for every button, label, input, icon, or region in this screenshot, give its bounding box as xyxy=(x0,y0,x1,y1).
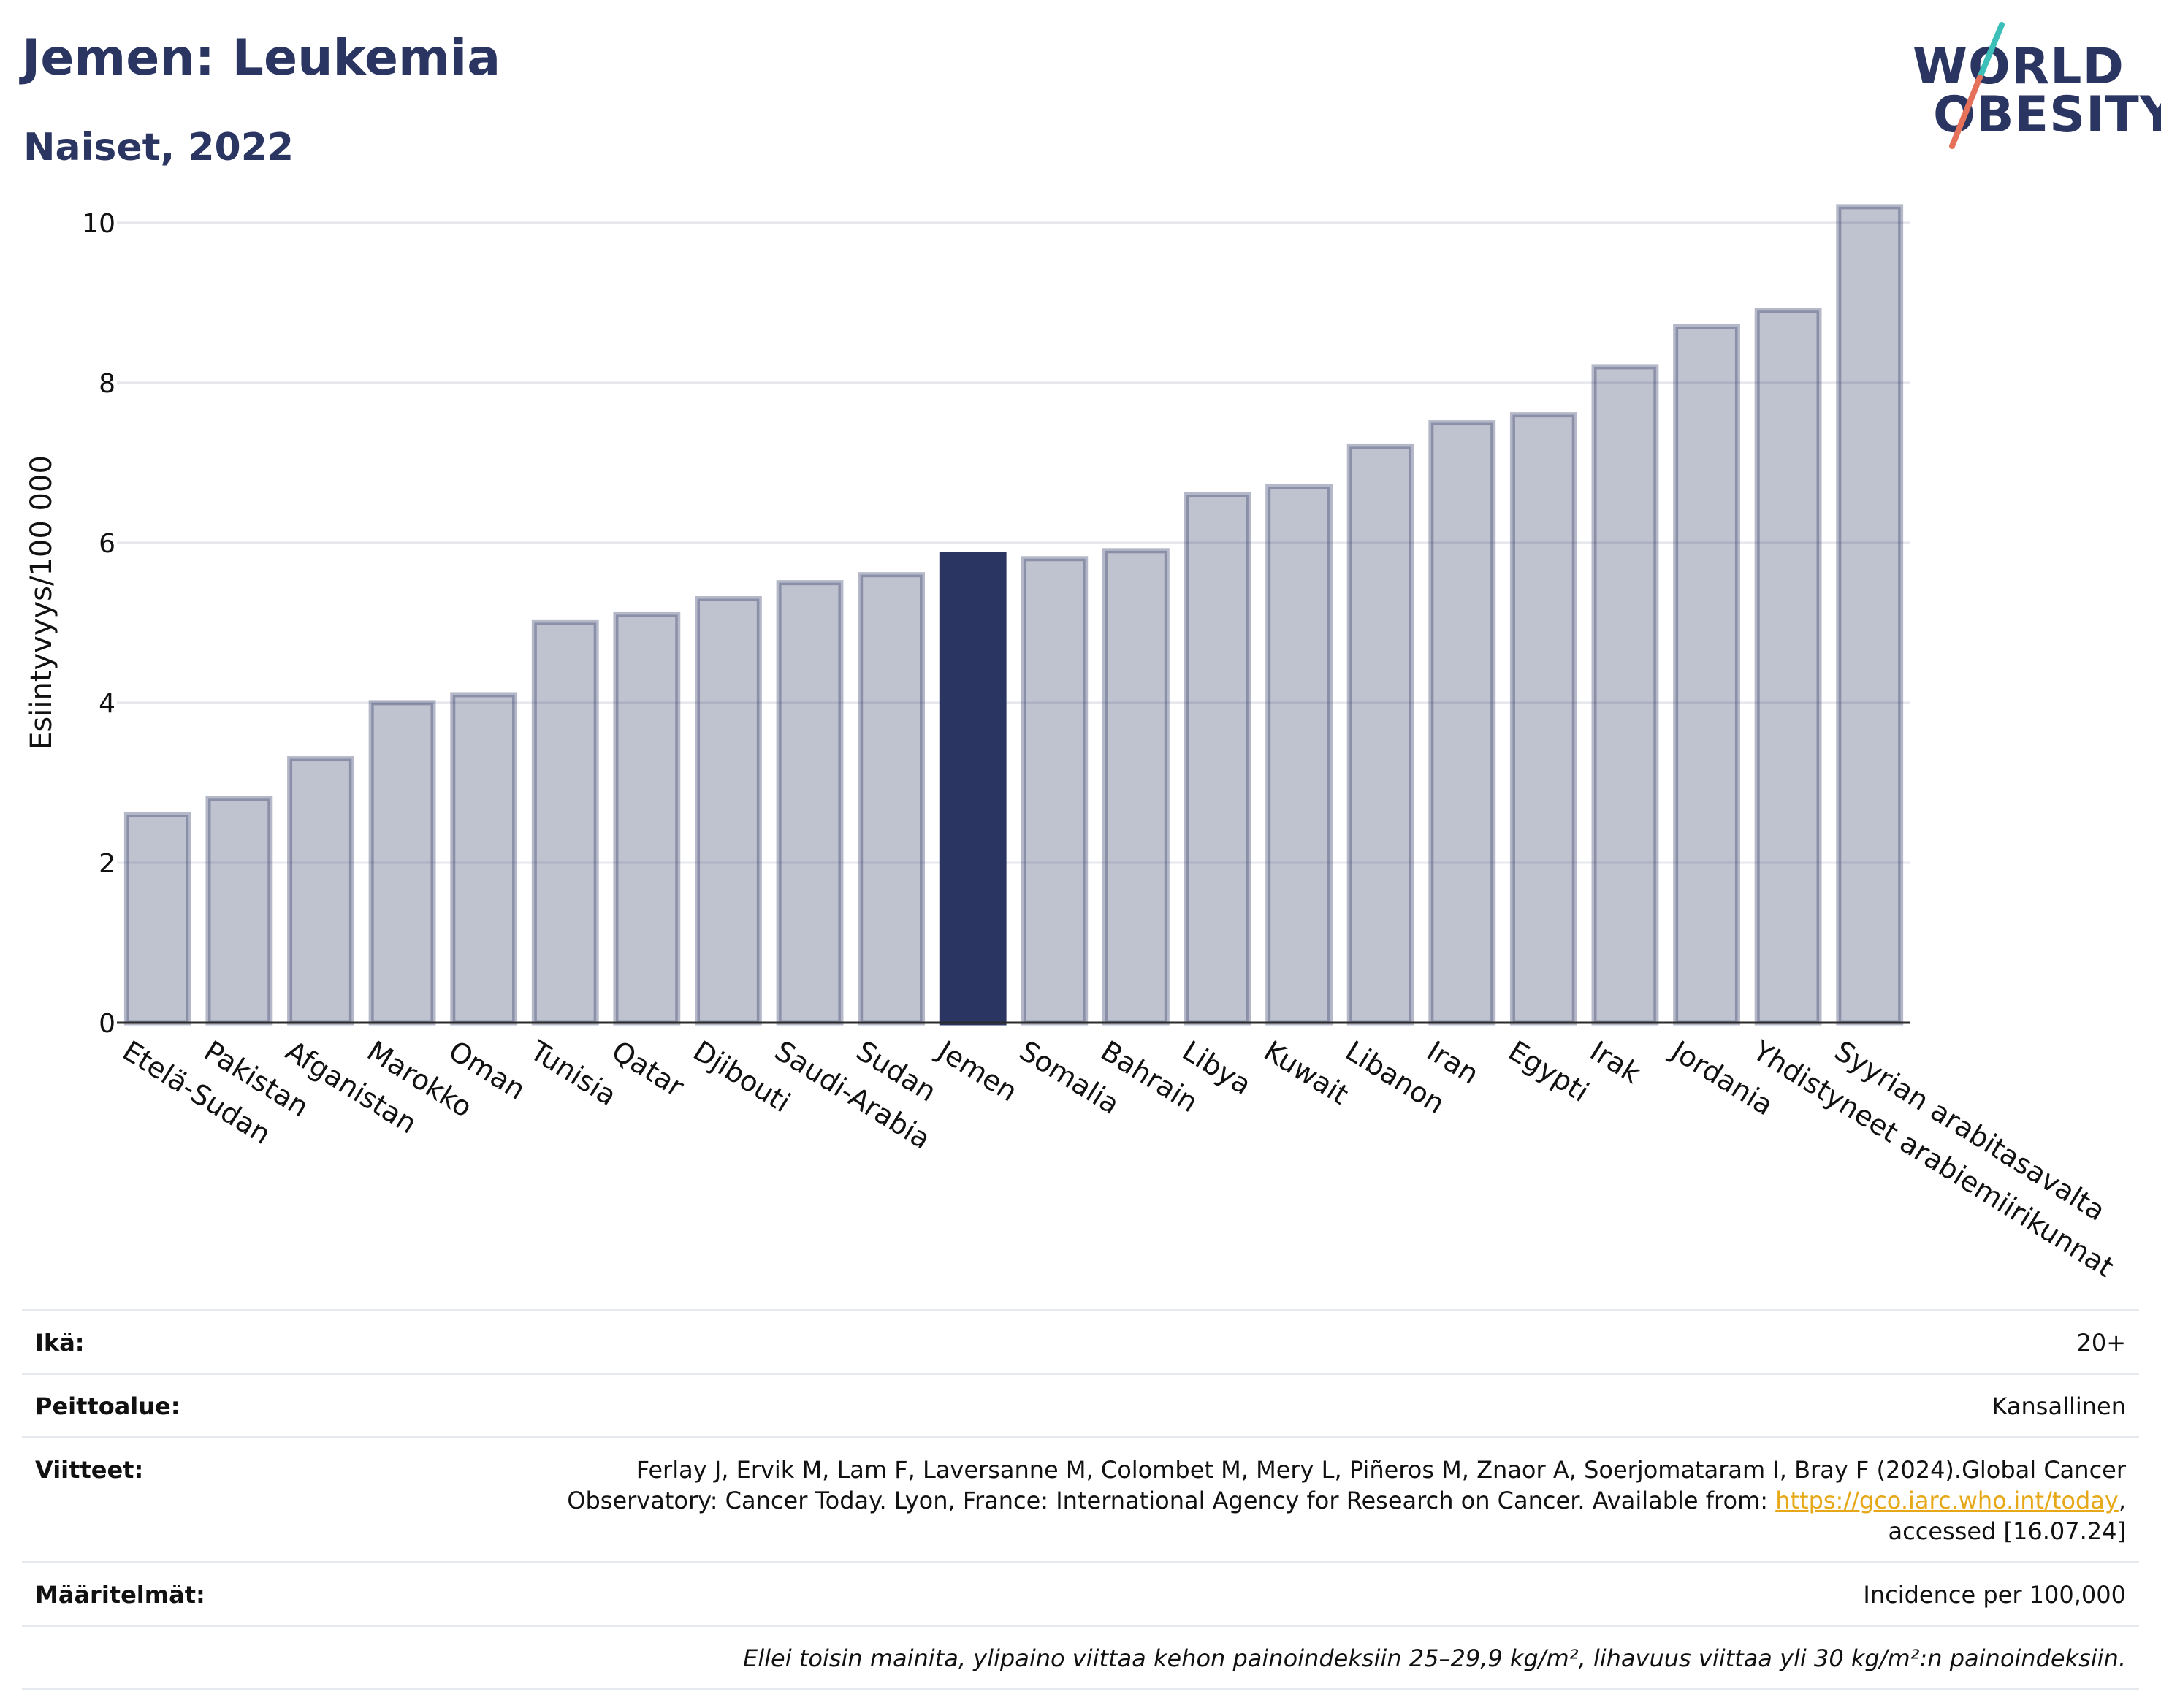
meta-note: Ellei toisin mainita, ylipaino viittaa k… xyxy=(743,1644,2126,1672)
bar xyxy=(1428,420,1496,1026)
x-tick-label: Kuwait xyxy=(1258,1034,1354,1111)
bar xyxy=(1265,484,1333,1026)
bar xyxy=(1184,492,1251,1026)
x-tick-label: Qatar xyxy=(606,1034,690,1103)
bar xyxy=(1591,364,1659,1026)
bar xyxy=(858,572,926,1026)
meta-row-coverage: Peittoalue: Kansallinen xyxy=(22,1375,2139,1438)
bar xyxy=(1509,412,1577,1026)
bar xyxy=(450,692,518,1026)
meta-row-age: Ikä: 20+ xyxy=(22,1311,2139,1375)
bar xyxy=(287,756,354,1026)
bar xyxy=(1346,443,1414,1026)
bar xyxy=(613,611,681,1026)
bar xyxy=(123,812,191,1026)
meta-age-value: 20+ xyxy=(2076,1329,2126,1357)
bar xyxy=(1836,204,1904,1026)
meta-row-note: Ellei toisin mainita, ylipaino viittaa k… xyxy=(22,1627,2139,1690)
y-axis-title: Esiintyvyys/100 000 xyxy=(25,455,58,750)
bar xyxy=(531,619,599,1026)
x-tick-label: Yhdistyneet arabiemiirikunnat xyxy=(1747,1034,2119,1284)
world-obesity-logo: WORLD OBESITY xyxy=(1907,22,2161,153)
metadata-table: Ikä: 20+ Peittoalue: Kansallinen Viittee… xyxy=(22,1309,2139,1690)
reference-line-2-start: Observatory: Cancer Today. Lyon, France:… xyxy=(567,1487,1776,1514)
y-tick-label: 4 xyxy=(99,689,115,719)
meta-row-definitions: Määritelmät: Incidence per 100,000 xyxy=(22,1563,2139,1627)
x-tick-label: Jemen xyxy=(931,1034,1023,1107)
meta-coverage-label: Peittoalue: xyxy=(35,1392,180,1420)
meta-age-label: Ikä: xyxy=(35,1329,85,1357)
reference-line-3: accessed [16.07.24] xyxy=(1888,1517,2126,1545)
logo-line-1: WORLD xyxy=(1913,38,2124,96)
y-tick-label: 2 xyxy=(99,849,115,879)
reference-link[interactable]: https://gco.iarc.who.int/today xyxy=(1775,1487,2119,1514)
x-tick-label: Tunisia xyxy=(524,1034,622,1113)
y-tick-label: 6 xyxy=(99,529,115,559)
meta-definitions-value: Incidence per 100,000 xyxy=(1863,1581,2126,1609)
y-tick-label: 8 xyxy=(99,369,115,399)
bar xyxy=(1102,548,1170,1026)
page-title: Jemen: Leukemia xyxy=(22,29,501,87)
bar xyxy=(1021,556,1089,1026)
bar xyxy=(695,596,762,1026)
bar xyxy=(368,700,436,1026)
bar xyxy=(205,796,273,1026)
reference-line-2-end: , xyxy=(2118,1487,2126,1514)
bar xyxy=(776,580,844,1026)
reference-line-1: Ferlay J, Ervik M, Lam F, Laversanne M, … xyxy=(636,1456,2126,1484)
bar xyxy=(1754,308,1822,1026)
y-tick-label: 10 xyxy=(82,209,115,239)
meta-row-references: Viitteet: Ferlay J, Ervik M, Lam F, Lave… xyxy=(22,1438,2139,1563)
meta-definitions-label: Määritelmät: xyxy=(35,1581,205,1609)
meta-references-label: Viitteet: xyxy=(35,1456,144,1484)
bar-highlighted xyxy=(939,552,1007,1026)
bar xyxy=(1673,324,1740,1026)
meta-coverage-value: Kansallinen xyxy=(1992,1392,2126,1420)
y-tick-label: 0 xyxy=(99,1009,115,1039)
meta-references-value: Ferlay J, Ervik M, Lam F, Laversanne M, … xyxy=(567,1455,2126,1547)
logo-slash-icon xyxy=(1949,22,2005,149)
page-subtitle: Naiset, 2022 xyxy=(23,126,294,169)
x-tick-label: Egypti xyxy=(1503,1034,1594,1108)
